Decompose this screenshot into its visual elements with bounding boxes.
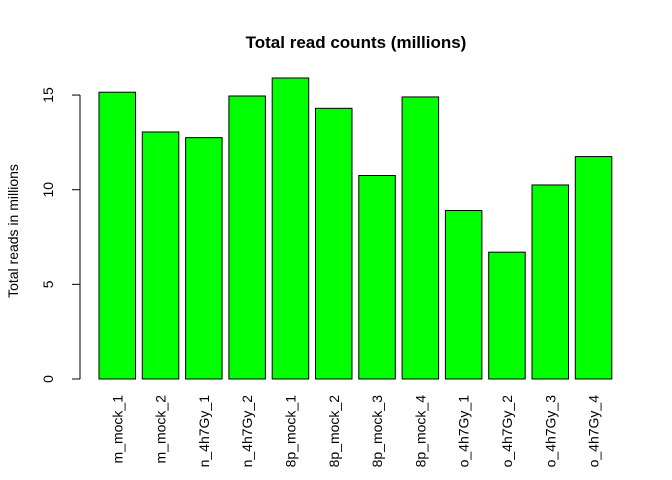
y-tick-label: 15	[40, 87, 56, 103]
bar-8p_mock_2	[315, 107, 353, 380]
bar-8p_mock_4	[401, 96, 440, 380]
bar-m_mock_2	[141, 131, 180, 380]
category-label: o_4h7Gy_4	[586, 395, 602, 468]
category-label: n_4h7Gy_1	[196, 395, 212, 468]
category-label: m_mock_2	[153, 395, 169, 464]
y-tick-label: 0	[40, 375, 56, 383]
category-label: 8p_mock_3	[369, 395, 385, 468]
y-axis-label: Total reads in millions	[5, 164, 21, 298]
category-label: n_4h7Gy_2	[239, 395, 255, 468]
category-label: o_4h7Gy_1	[456, 395, 472, 468]
category-label: 8p_mock_4	[412, 395, 428, 468]
category-labels-group: m_mock_1 m_mock_2 n_4h7Gy_1 n_4h7Gy_2 8p_moc…	[109, 395, 601, 468]
bars-group	[98, 77, 613, 380]
bar-o_4h7Gy_4	[574, 156, 613, 380]
bar-8p_mock_3	[358, 175, 396, 380]
chart-title: Total read counts (millions)	[246, 33, 467, 52]
category-label: o_4h7Gy_2	[499, 395, 515, 468]
bar-o_4h7Gy_2	[488, 251, 526, 380]
y-axis: 0 5 10 15	[40, 87, 81, 383]
bar-o_4h7Gy_3	[531, 184, 569, 380]
bar-n_4h7Gy_2	[228, 95, 266, 380]
bar-m_mock_1	[98, 91, 136, 380]
bar-n_4h7Gy_1	[185, 137, 223, 380]
category-label: m_mock_1	[109, 395, 125, 464]
bar-8p_mock_1	[271, 77, 310, 380]
bar-o_4h7Gy_1	[444, 210, 483, 380]
y-tick-label: 10	[40, 182, 56, 198]
category-label: 8p_mock_2	[326, 395, 342, 468]
category-label: 8p_mock_1	[282, 395, 298, 468]
category-label: o_4h7Gy_3	[542, 395, 558, 468]
y-tick-label: 5	[40, 280, 56, 288]
